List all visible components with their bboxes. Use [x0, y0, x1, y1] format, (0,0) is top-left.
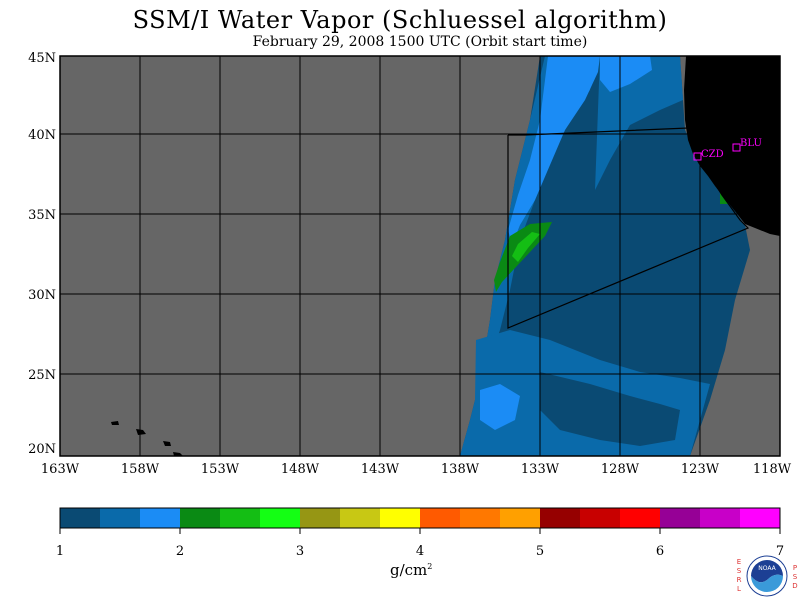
lon-label: 148W: [280, 462, 320, 477]
lon-label: 118W: [752, 462, 792, 477]
colorbar-swatch: [660, 508, 701, 528]
hawaii-island-3: [163, 441, 171, 446]
colorbar-swatch: [740, 508, 781, 528]
colorbar-swatch: [700, 508, 741, 528]
colorbar-swatch: [100, 508, 141, 528]
swath-layer: [460, 56, 750, 456]
colorbar-swatch: [580, 508, 621, 528]
colorbar-tick-label: 7: [775, 544, 785, 559]
colorbar-tick-label: 5: [535, 544, 545, 559]
colorbar: [59, 508, 781, 534]
station-markers: CZD BLU: [693, 138, 762, 161]
lon-label: 163W: [40, 462, 80, 477]
land-mass: [684, 56, 780, 236]
lon-label: 153W: [200, 462, 240, 477]
map-frame: [59, 55, 781, 457]
colorbar-tick-label: 6: [655, 544, 665, 559]
swath-mid-upper: [595, 56, 683, 190]
colorbar-swatch: [540, 508, 581, 528]
green-feature-core: [512, 232, 540, 262]
hawaii-island-2: [136, 429, 146, 435]
lon-label: 143W: [360, 462, 400, 477]
colorbar-swatch: [380, 508, 421, 528]
station-marker-blu: [732, 143, 741, 152]
colorbar-swatch: [180, 508, 221, 528]
lat-label: 35N: [28, 208, 56, 223]
colorbar-swatch: [300, 508, 341, 528]
station-label-czd: CZD: [701, 149, 724, 160]
lat-label: 45N: [28, 51, 56, 66]
lon-label: 123W: [680, 462, 720, 477]
lat-label: 25N: [28, 368, 56, 383]
colorbar-tick-label: 4: [415, 544, 425, 559]
map-title: SSM/I Water Vapor (Schluessel algorithm): [132, 6, 668, 34]
domain-outline: [507, 127, 750, 329]
swath-south-bright: [480, 384, 520, 430]
lon-label: 128W: [600, 462, 640, 477]
hawaii-island-1: [111, 421, 119, 425]
colorbar-tick-label: 3: [295, 544, 305, 559]
logo-name: NOAA: [758, 565, 776, 572]
colorbar-tick-label: 2: [175, 544, 185, 559]
colorbar-frame: [59, 507, 781, 529]
lon-label: 138W: [440, 462, 480, 477]
colorbar-swatch: [500, 508, 541, 528]
colorbar-swatch: [140, 508, 181, 528]
station-marker-czd: [693, 152, 702, 161]
colorbar-swatch: [220, 508, 261, 528]
swath-south-dark: [540, 372, 680, 446]
colorbar-swatch: [420, 508, 461, 528]
colorbar-unit: g/cm2: [390, 561, 433, 579]
lat-lon-grid: [60, 56, 780, 456]
lat-label: 30N: [28, 288, 56, 303]
colorbar-tick-label: 1: [55, 544, 65, 559]
swath-bright-north: [600, 56, 652, 92]
noaa-emblem-icon: NOAA: [746, 555, 788, 597]
colorbar-swatch: [620, 508, 661, 528]
station-label-blu: BLU: [740, 138, 762, 149]
colorbar-swatch: [60, 508, 101, 528]
colorbar-swatch: [260, 508, 301, 528]
swath-bright-band: [508, 56, 600, 245]
colorbar-swatch: [340, 508, 381, 528]
lat-label: 20N: [28, 442, 56, 457]
lon-label: 158W: [120, 462, 160, 477]
lon-label: 133W: [520, 462, 560, 477]
colorbar-swatch: [460, 508, 501, 528]
hawaii-island-4: [173, 452, 183, 456]
lat-label: 40N: [28, 128, 56, 143]
map-subtitle: February 29, 2008 1500 UTC (Orbit start …: [252, 34, 588, 50]
